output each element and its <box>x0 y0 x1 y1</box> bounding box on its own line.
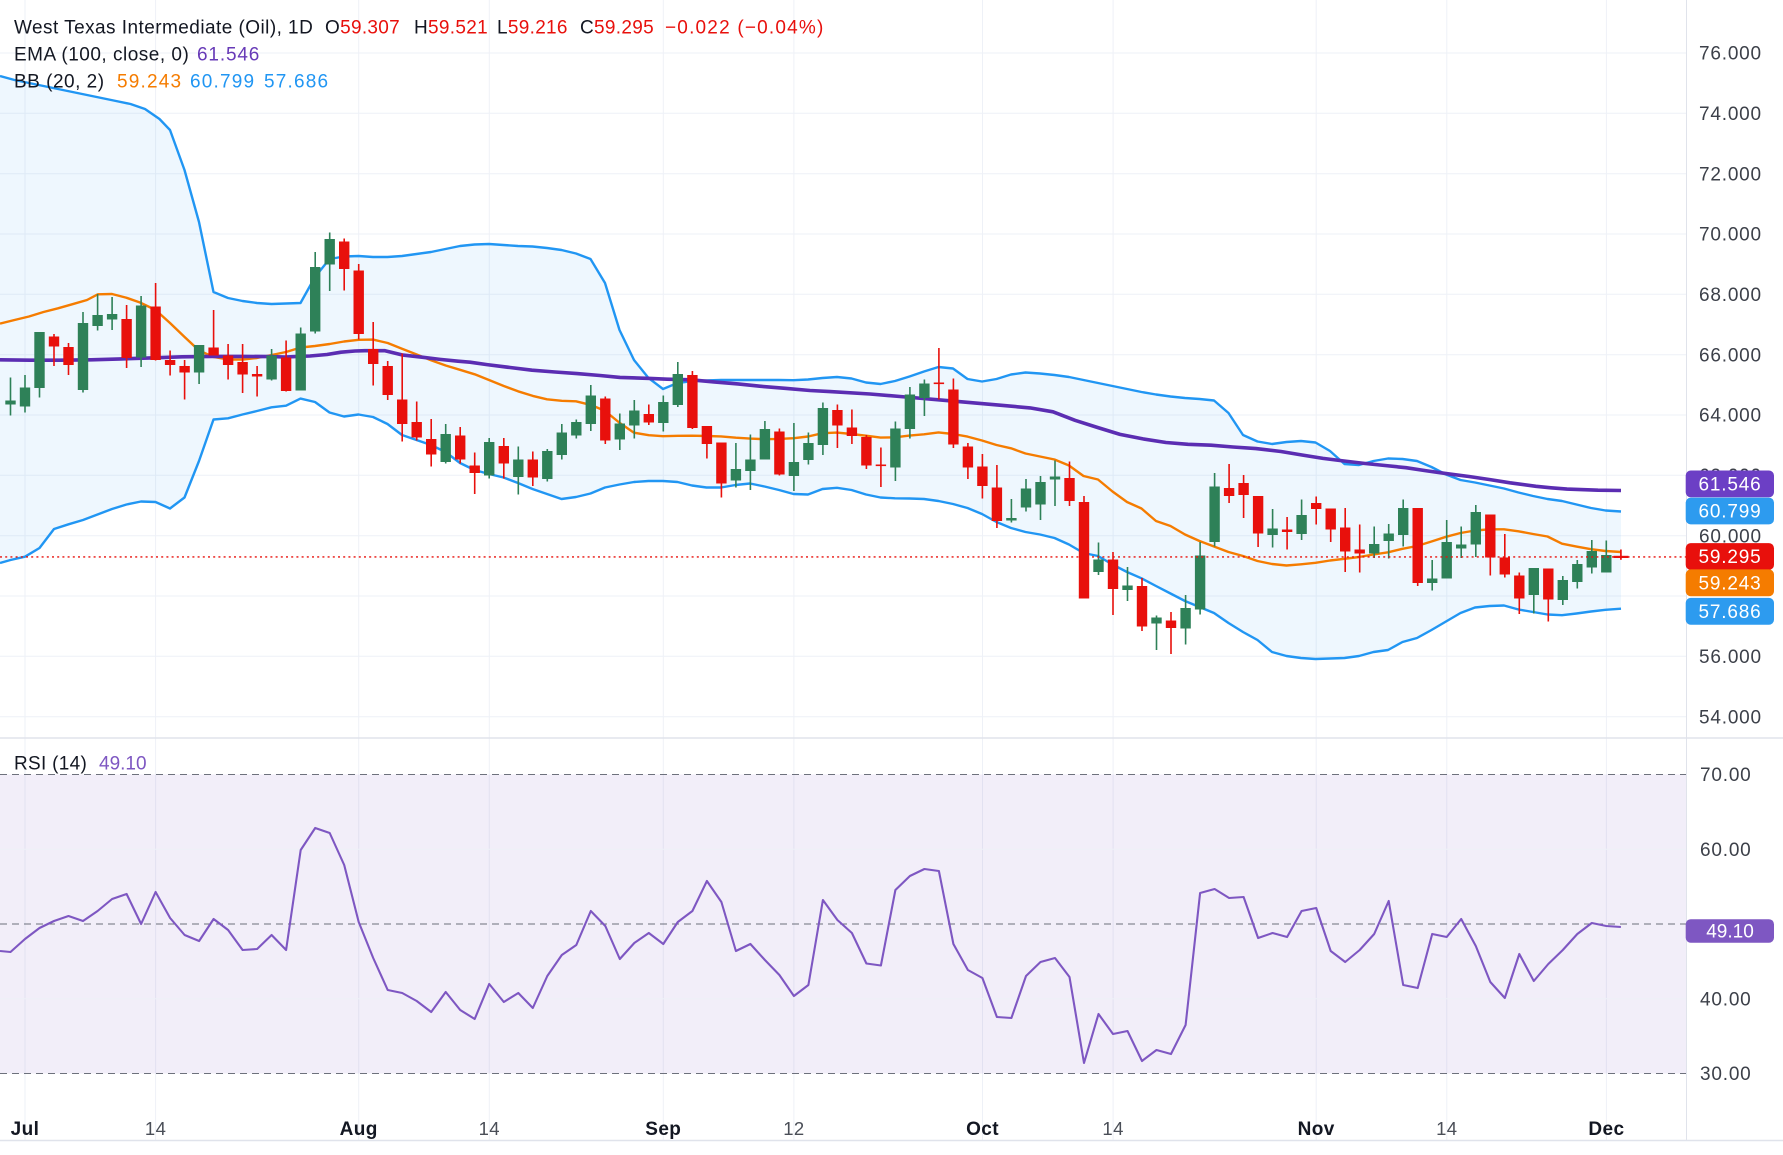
svg-text:L59.216: L59.216 <box>497 18 568 39</box>
svg-text:H59.521: H59.521 <box>414 18 488 39</box>
svg-text:Sep: Sep <box>645 1119 681 1140</box>
svg-text:Dec: Dec <box>1588 1119 1624 1140</box>
svg-text:68.000: 68.000 <box>1699 285 1762 306</box>
svg-text:Jul: Jul <box>11 1119 40 1140</box>
svg-text:56.000: 56.000 <box>1699 647 1762 668</box>
svg-text:30.00: 30.00 <box>1700 1064 1752 1085</box>
svg-text:C59.295: C59.295 <box>580 18 654 39</box>
svg-text:60.000: 60.000 <box>1699 526 1762 547</box>
svg-text:57.686: 57.686 <box>1699 602 1762 623</box>
svg-text:Aug: Aug <box>340 1119 378 1140</box>
svg-text:14: 14 <box>1102 1118 1123 1139</box>
svg-text:60.799: 60.799 <box>1699 502 1762 523</box>
svg-text:74.000: 74.000 <box>1699 104 1762 125</box>
svg-text:72.000: 72.000 <box>1699 164 1762 185</box>
svg-text:60.799: 60.799 <box>190 72 255 93</box>
svg-text:O59.307: O59.307 <box>325 18 400 39</box>
svg-text:64.000: 64.000 <box>1699 406 1762 427</box>
svg-text:West Texas Intermediate (Oil),: West Texas Intermediate (Oil), 1D <box>14 18 313 39</box>
svg-text:Oct: Oct <box>966 1119 999 1140</box>
svg-text:70.00: 70.00 <box>1700 765 1752 786</box>
svg-text:BB (20, 2): BB (20, 2) <box>14 72 105 93</box>
svg-text:70.000: 70.000 <box>1699 225 1762 246</box>
svg-text:57.686: 57.686 <box>264 72 329 93</box>
svg-text:59.243: 59.243 <box>117 72 182 93</box>
svg-text:14: 14 <box>479 1118 500 1139</box>
svg-text:60.00: 60.00 <box>1700 840 1752 861</box>
svg-text:−0.022 (−0.04%): −0.022 (−0.04%) <box>665 18 825 39</box>
svg-text:76.000: 76.000 <box>1699 44 1762 65</box>
svg-text:59.295: 59.295 <box>1699 547 1762 568</box>
svg-text:RSI (14): RSI (14) <box>14 754 87 775</box>
svg-text:EMA (100, close, 0): EMA (100, close, 0) <box>14 45 189 66</box>
svg-text:61.546: 61.546 <box>1699 475 1762 496</box>
svg-text:59.243: 59.243 <box>1699 574 1762 595</box>
svg-text:54.000: 54.000 <box>1699 707 1762 728</box>
svg-text:14: 14 <box>145 1118 166 1139</box>
svg-text:49.10: 49.10 <box>1706 922 1754 943</box>
svg-text:Nov: Nov <box>1298 1119 1335 1140</box>
svg-text:66.000: 66.000 <box>1699 345 1762 366</box>
svg-text:49.10: 49.10 <box>99 754 147 775</box>
svg-text:40.00: 40.00 <box>1700 990 1752 1011</box>
svg-text:12: 12 <box>783 1118 804 1139</box>
svg-text:61.546: 61.546 <box>197 45 260 66</box>
svg-text:14: 14 <box>1436 1118 1457 1139</box>
